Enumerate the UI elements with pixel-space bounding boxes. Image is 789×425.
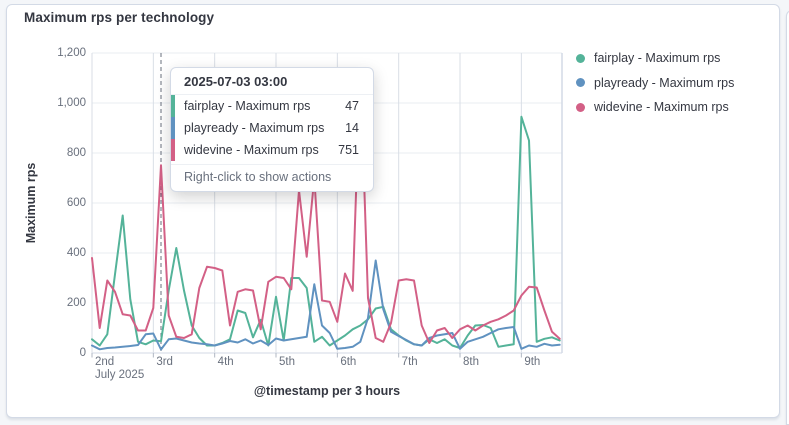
tooltip-row-playready: playready - Maximum rps 14 — [171, 117, 373, 139]
y-axis-title: Maximum rps — [24, 162, 38, 244]
tooltip-title: 2025-07-03 03:00 — [171, 68, 373, 95]
tooltip-series-value: 47 — [345, 99, 359, 113]
series-line-playready[interactable] — [91, 259, 561, 351]
y-tick-label: 600 — [66, 197, 86, 209]
legend-item-fairplay[interactable]: fairplay - Maximum rps — [576, 46, 734, 71]
tooltip-series-color-bar — [171, 139, 175, 161]
tooltip-series-value: 751 — [338, 143, 359, 157]
x-tick-label: 5th — [279, 356, 295, 368]
legend-item-widevine[interactable]: widevine - Maximum rps — [576, 95, 734, 120]
y-tick-label: 1,200 — [57, 47, 86, 59]
legend-color-dot-icon — [576, 102, 585, 112]
legend-item-playready[interactable]: playready - Maximum rps — [576, 71, 734, 96]
chart-legend: fairplay - Maximum rps playready - Maximu… — [576, 46, 734, 120]
legend-label: widevine - Maximum rps — [594, 100, 729, 115]
legend-color-dot-icon — [576, 53, 585, 63]
x-tick-label: 4th — [217, 356, 234, 368]
x-tick-label: 2nd July 2025 — [95, 356, 145, 381]
tooltip-series-color-bar — [171, 117, 175, 139]
legend-label: playready - Maximum rps — [594, 75, 735, 90]
series-line-fairplay[interactable] — [91, 115, 561, 349]
x-tick-label: 7th — [401, 356, 418, 368]
tooltip-row-widevine: widevine - Maximum rps 751 — [171, 139, 373, 161]
tooltip-series-label: playready - Maximum rps — [184, 121, 325, 135]
tooltip-rows: fairplay - Maximum rps 47 playready - Maxi… — [171, 95, 373, 161]
legend-color-dot-icon — [576, 78, 585, 88]
x-axis-title: @timestamp per 3 hours — [253, 384, 401, 398]
tooltip-row-fairplay: fairplay - Maximum rps 47 — [171, 95, 373, 117]
tooltip-series-label: fairplay - Maximum rps — [184, 99, 311, 113]
x-tick-label: 6th — [340, 356, 357, 368]
tooltip-series-label: widevine - Maximum rps — [184, 143, 319, 157]
y-tick-label: 200 — [66, 297, 86, 309]
y-tick-label: 800 — [66, 147, 86, 159]
panel-title: Maximum rps per technology — [24, 10, 215, 25]
x-tick-label: 3rd — [156, 356, 173, 368]
chart-tooltip: 2025-07-03 03:00 fairplay - Maximum rps 4… — [170, 67, 374, 192]
y-tick-label: 1,000 — [57, 97, 86, 109]
tooltip-series-color-bar — [171, 95, 175, 117]
x-tick-sublabel: July 2025 — [95, 369, 145, 381]
chart-panel — [6, 4, 780, 418]
tooltip-footer: Right-click to show actions — [171, 164, 373, 191]
legend-label: fairplay - Maximum rps — [594, 51, 721, 66]
series-line-widevine[interactable] — [91, 67, 561, 344]
y-tick-label: 0 — [79, 347, 86, 359]
x-tick-label: 8th — [463, 356, 480, 368]
tooltip-series-value: 14 — [345, 121, 359, 135]
x-tick-label: 9th — [524, 356, 541, 368]
y-tick-label: 400 — [66, 247, 86, 259]
